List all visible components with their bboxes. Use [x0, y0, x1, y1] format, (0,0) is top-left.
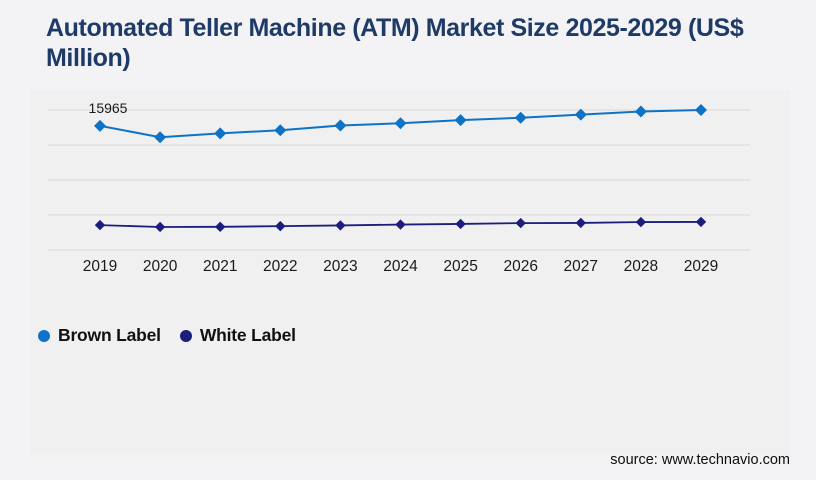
data-point-white-label: [275, 220, 286, 232]
x-tick-label: 2020: [143, 258, 178, 275]
data-point-white-label: [455, 218, 466, 230]
data-point-brown-label: [214, 127, 227, 140]
legend-label-white: White Label: [199, 325, 296, 345]
data-point-white-label: [395, 219, 406, 230]
data-point-brown-label: [454, 114, 467, 127]
x-tick-label: 2028: [624, 258, 658, 275]
data-point-brown-label: [514, 111, 527, 124]
data-point-brown-label: [154, 131, 167, 144]
x-tick-label: 2019: [83, 258, 117, 275]
data-label: 15965: [89, 100, 128, 116]
data-point-white-label: [94, 219, 106, 231]
data-point-brown-label: [334, 119, 347, 132]
x-tick-label: 2024: [383, 258, 418, 275]
x-tick-label: 2029: [684, 258, 718, 275]
data-point-brown-label: [695, 104, 707, 116]
data-point-white-label: [635, 216, 647, 228]
source-text: source: www.technavio.com: [610, 452, 790, 468]
x-tick-label: 2026: [503, 258, 537, 275]
legend-marker-brown-label-icon: [38, 329, 50, 342]
x-tick-label: 2027: [564, 258, 598, 275]
legend-marker-white-label-icon: [179, 329, 192, 342]
page-title: Automated Teller Machine (ATM) Market Si…: [46, 14, 744, 72]
x-tick-label: 2025: [443, 258, 477, 275]
legend-item-white-label[interactable]: White Label: [179, 325, 296, 346]
x-tick-label: 2022: [263, 258, 297, 275]
data-point-white-label: [215, 221, 226, 233]
legend-label-brown: Brown Label: [58, 325, 161, 345]
data-point-white-label: [515, 217, 526, 229]
data-point-brown-label: [574, 108, 587, 121]
legend: Brown Label White Label: [38, 325, 296, 346]
data-point-brown-label: [394, 117, 407, 130]
chart: 2019 2020 2021 2022 2023 2024 2025 2026 2027 2028…: [48, 100, 750, 275]
data-point-brown-label: [634, 105, 647, 118]
x-tick-label: 2023: [323, 258, 357, 275]
chart-panel-background: [30, 90, 790, 455]
data-point-white-label: [154, 221, 166, 233]
data-point-brown-label: [274, 124, 287, 137]
data-point-brown-label: [94, 119, 106, 132]
data-point-white-label: [695, 216, 707, 228]
legend-item-brown-label[interactable]: Brown Label: [38, 325, 161, 346]
data-point-white-label: [335, 220, 346, 231]
x-tick-label: 2021: [203, 258, 237, 275]
data-point-white-label: [575, 217, 586, 229]
chart-svg: 2019 2020 2021 2022 2023 2024 2025 2026 2027 2028…: [48, 100, 750, 275]
